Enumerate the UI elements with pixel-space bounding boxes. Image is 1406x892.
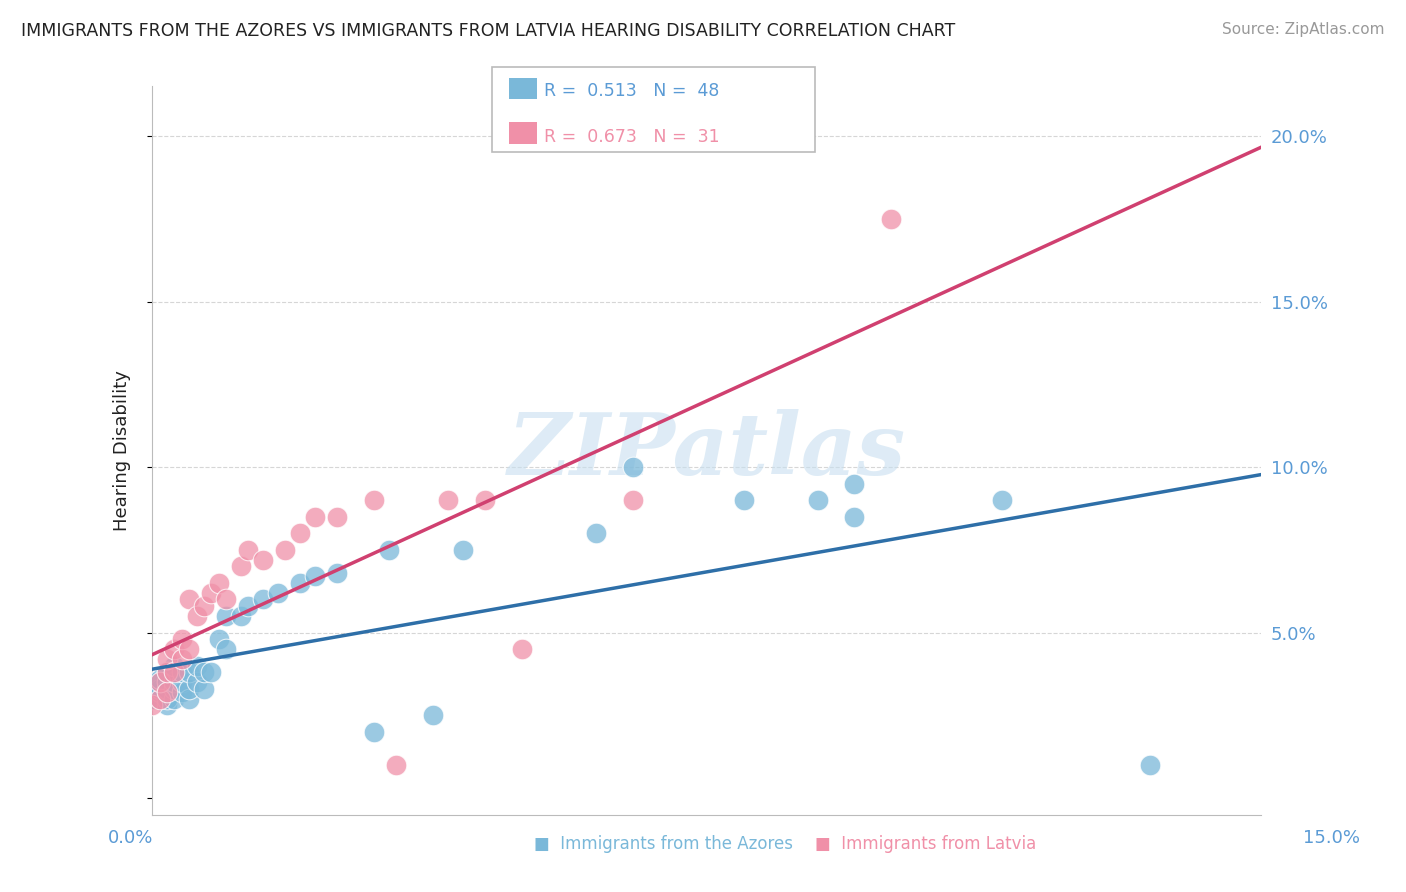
- Point: [267, 586, 290, 600]
- Point: [326, 509, 349, 524]
- Point: [163, 642, 186, 657]
- Point: [170, 685, 193, 699]
- Point: [1139, 758, 1161, 772]
- Point: [363, 724, 385, 739]
- Point: [156, 685, 179, 699]
- Text: ZIPatlas: ZIPatlas: [508, 409, 905, 492]
- Point: [163, 665, 186, 680]
- Point: [385, 758, 408, 772]
- Point: [186, 609, 208, 624]
- Point: [179, 681, 201, 696]
- Point: [163, 658, 186, 673]
- Y-axis label: Hearing Disability: Hearing Disability: [114, 370, 131, 531]
- Point: [193, 681, 215, 696]
- Point: [880, 211, 903, 226]
- Point: [229, 609, 252, 624]
- Point: [163, 681, 186, 696]
- Text: 0.0%: 0.0%: [108, 829, 153, 847]
- Point: [193, 599, 215, 613]
- Point: [621, 460, 644, 475]
- Point: [170, 652, 193, 666]
- Point: [229, 559, 252, 574]
- Point: [363, 493, 385, 508]
- Point: [288, 575, 311, 590]
- Text: R =  0.673   N =  31: R = 0.673 N = 31: [544, 128, 720, 145]
- Text: Source: ZipAtlas.com: Source: ZipAtlas.com: [1222, 22, 1385, 37]
- Point: [156, 665, 179, 680]
- Point: [474, 493, 496, 508]
- Point: [238, 599, 260, 613]
- Point: [200, 586, 222, 600]
- Point: [844, 476, 866, 491]
- Point: [170, 665, 193, 680]
- Point: [163, 675, 186, 690]
- Point: [149, 675, 172, 690]
- Point: [585, 526, 607, 541]
- Point: [437, 493, 460, 508]
- Point: [141, 698, 163, 713]
- Text: IMMIGRANTS FROM THE AZORES VS IMMIGRANTS FROM LATVIA HEARING DISABILITY CORRELAT: IMMIGRANTS FROM THE AZORES VS IMMIGRANTS…: [21, 22, 955, 40]
- Point: [170, 632, 193, 647]
- Point: [274, 542, 297, 557]
- Point: [156, 652, 179, 666]
- Point: [208, 575, 231, 590]
- Point: [733, 493, 755, 508]
- Point: [378, 542, 401, 557]
- Point: [288, 526, 311, 541]
- Point: [149, 672, 172, 686]
- Text: ■  Immigrants from Latvia: ■ Immigrants from Latvia: [815, 835, 1036, 853]
- Text: R =  0.513   N =  48: R = 0.513 N = 48: [544, 82, 720, 100]
- Point: [252, 592, 274, 607]
- Point: [193, 665, 215, 680]
- Text: ■  Immigrants from the Azores: ■ Immigrants from the Azores: [534, 835, 793, 853]
- Point: [179, 642, 201, 657]
- Point: [304, 569, 326, 583]
- Point: [252, 552, 274, 566]
- Point: [141, 675, 163, 690]
- Point: [179, 691, 201, 706]
- Point: [163, 691, 186, 706]
- Point: [179, 592, 201, 607]
- Point: [170, 675, 193, 690]
- Point: [156, 675, 179, 690]
- Point: [510, 642, 533, 657]
- Point: [149, 681, 172, 696]
- Point: [156, 691, 179, 706]
- Point: [149, 691, 172, 706]
- Point: [806, 493, 828, 508]
- Point: [422, 708, 444, 723]
- Point: [215, 642, 238, 657]
- Text: 15.0%: 15.0%: [1303, 829, 1360, 847]
- Point: [156, 665, 179, 680]
- Point: [844, 509, 866, 524]
- Point: [991, 493, 1014, 508]
- Point: [141, 691, 163, 706]
- Point: [179, 665, 201, 680]
- Point: [215, 592, 238, 607]
- Point: [451, 542, 474, 557]
- Point: [238, 542, 260, 557]
- Point: [186, 675, 208, 690]
- Point: [621, 493, 644, 508]
- Point: [326, 566, 349, 580]
- Point: [208, 632, 231, 647]
- Point: [149, 685, 172, 699]
- Point: [304, 509, 326, 524]
- Point: [215, 609, 238, 624]
- Point: [186, 658, 208, 673]
- Point: [156, 698, 179, 713]
- Point: [149, 691, 172, 706]
- Point: [156, 681, 179, 696]
- Point: [200, 665, 222, 680]
